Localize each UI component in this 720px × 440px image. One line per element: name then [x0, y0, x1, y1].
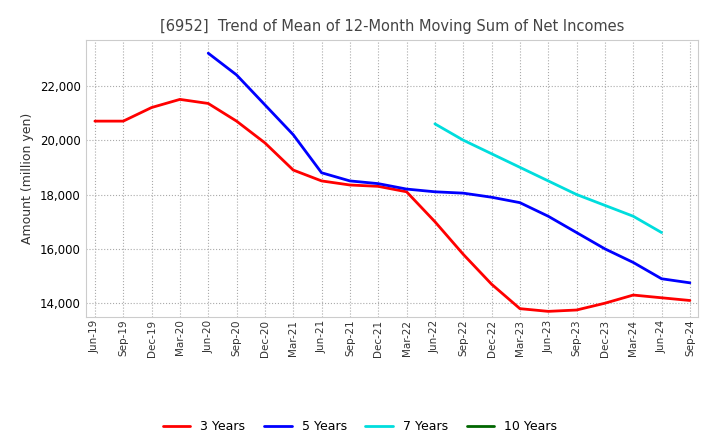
5 Years: [261, 102, 269, 107]
3 Years: [204, 101, 212, 106]
3 Years: [318, 178, 326, 183]
7 Years: [516, 165, 524, 170]
5 Years: [374, 181, 382, 186]
5 Years: [233, 72, 241, 77]
5 Years: [657, 276, 666, 282]
3 Years: [487, 282, 496, 287]
Line: 7 Years: 7 Years: [435, 124, 662, 233]
3 Years: [572, 308, 581, 313]
3 Years: [119, 118, 127, 124]
3 Years: [431, 219, 439, 224]
Y-axis label: Amount (million yen): Amount (million yen): [22, 113, 35, 244]
3 Years: [657, 295, 666, 301]
7 Years: [600, 203, 609, 208]
Legend: 3 Years, 5 Years, 7 Years, 10 Years: 3 Years, 5 Years, 7 Years, 10 Years: [158, 415, 562, 438]
7 Years: [657, 230, 666, 235]
3 Years: [600, 301, 609, 306]
5 Years: [402, 187, 411, 192]
3 Years: [176, 97, 184, 102]
7 Years: [544, 178, 552, 183]
5 Years: [685, 280, 694, 286]
5 Years: [459, 191, 467, 196]
3 Years: [516, 306, 524, 311]
5 Years: [600, 246, 609, 252]
5 Years: [544, 213, 552, 219]
3 Years: [289, 167, 297, 172]
5 Years: [516, 200, 524, 205]
7 Years: [487, 151, 496, 156]
3 Years: [374, 184, 382, 189]
7 Years: [629, 213, 637, 219]
3 Years: [346, 182, 354, 187]
5 Years: [572, 230, 581, 235]
3 Years: [233, 118, 241, 124]
3 Years: [148, 105, 156, 110]
3 Years: [459, 252, 467, 257]
7 Years: [431, 121, 439, 126]
3 Years: [685, 298, 694, 303]
Line: 5 Years: 5 Years: [208, 53, 690, 283]
5 Years: [487, 194, 496, 200]
3 Years: [261, 140, 269, 146]
Title: [6952]  Trend of Mean of 12-Month Moving Sum of Net Incomes: [6952] Trend of Mean of 12-Month Moving …: [161, 19, 624, 34]
3 Years: [544, 309, 552, 314]
5 Years: [629, 260, 637, 265]
3 Years: [629, 293, 637, 298]
7 Years: [572, 192, 581, 197]
5 Years: [346, 178, 354, 183]
5 Years: [289, 132, 297, 137]
5 Years: [431, 189, 439, 194]
3 Years: [402, 189, 411, 194]
7 Years: [459, 138, 467, 143]
Line: 3 Years: 3 Years: [95, 99, 690, 312]
5 Years: [204, 51, 212, 56]
3 Years: [91, 118, 99, 124]
5 Years: [318, 170, 326, 176]
